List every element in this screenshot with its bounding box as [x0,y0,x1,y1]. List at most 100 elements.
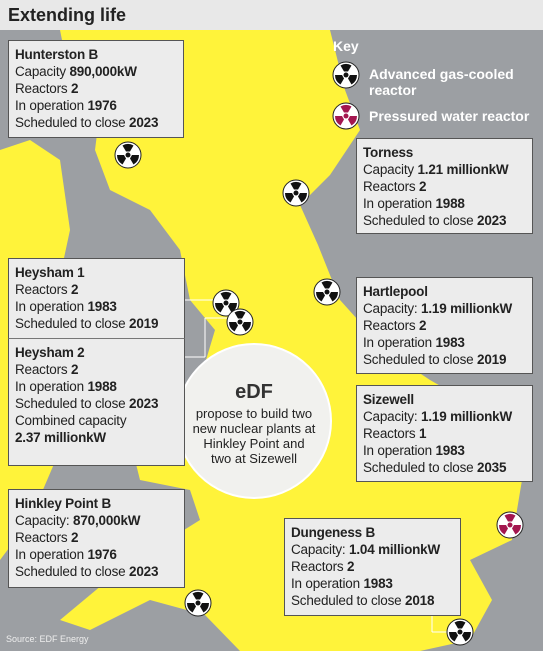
fact: Reactors 2 [15,529,178,546]
fact: Reactors 2 [15,361,178,378]
fact-label: Capacity: [363,409,418,424]
fact: In operation 1983 [363,334,526,351]
icon-blade [499,525,508,535]
icon-blade [200,603,209,613]
icon-blade [512,525,521,535]
icon-core [343,113,349,119]
icon-blade [454,620,466,629]
fact-label: Reactors [363,426,416,441]
icon-core [343,72,349,78]
icon-blade [449,632,458,642]
fact-label: Scheduled to close [15,396,126,411]
icon-blade [228,303,237,313]
fact: Scheduled to close 2023 [15,563,178,580]
title-bar: Extending life [0,0,543,30]
fact-value: 2023 [129,564,159,579]
station-name: Heysham 2 [15,345,85,360]
land [60,30,522,651]
fact: Capacity: 1.19 millionkW [363,408,526,425]
fact-value: 2018 [405,593,435,608]
station-box: Hartlepool Capacity: 1.19 millionkW Reacto… [356,277,533,374]
icon-blade [130,155,139,165]
reactor-icon [282,179,310,207]
station-box: Torness Capacity 1.21 millionkW Reactors 2… [356,138,533,234]
icon-blade [335,116,344,126]
fact-label: Reactors [15,282,68,297]
fact-label: Combined capacity [15,413,127,428]
icon-blade [348,116,357,126]
fact: Scheduled to close 2023 [15,114,177,131]
fact-label: In operation [15,299,84,314]
fact-label: Reactors [15,530,68,545]
reactor-icon [332,61,360,89]
reactor-icon [332,102,360,130]
fact-label: Scheduled to close [15,316,126,331]
fact: In operation 1976 [15,97,177,114]
icon-blade [340,105,352,113]
edf-logo: eDF [235,381,273,403]
fact-label: Scheduled to close [363,460,474,475]
fact-value: 1.19 millionkW [421,301,513,316]
fact-label: In operation [15,547,84,562]
fact-label: Reactors [363,179,416,194]
station-name: Dungeness B [291,525,376,540]
icon-core [324,289,330,295]
icon-blade [192,591,204,600]
icon-blade [122,144,134,152]
source: Source: EDF Energy [6,634,89,644]
fact-label: Reactors [15,81,68,96]
reactor-icon [496,511,524,539]
fact-label: Capacity: [15,513,70,528]
fact-label: Scheduled to close [15,564,126,579]
fact: Capacity 1.21 millionkW [363,161,526,178]
fact: Reactors 2 [15,80,177,97]
fact-value: 1983 [435,443,465,458]
fact-label: Reactors [15,362,68,377]
fact-value: 2019 [477,352,507,367]
fact: Scheduled to close 2035 [363,459,526,476]
icon-blade [242,322,251,332]
edf-text: propose to build two new nuclear plants … [192,406,316,466]
fact-label: Reactors [291,559,344,574]
icon-blade [229,322,238,332]
icon-blade [117,155,126,165]
fact-value: 890,000kW [69,64,137,79]
fact: In operation 1976 [15,546,178,563]
fact-value: 1983 [363,576,393,591]
fact: In operation 1988 [15,378,178,395]
fact-label: In operation [363,196,432,211]
icon-blade [220,292,232,300]
reactor-icon [114,141,142,169]
station-box: Hunterston B Capacity 890,000kW Reactors 2… [8,40,184,138]
station-name: Torness [363,145,414,160]
icon-blade [298,193,307,203]
icon-core [237,319,243,325]
reactor-icon [446,618,474,646]
key-item: Advanced gas-cooled reactor [369,66,514,98]
fact-value: 2023 [129,115,159,130]
fact-value: 2 [418,318,427,333]
fact-value: 1.19 millionkW [421,409,513,424]
icon-core [293,190,299,196]
icon-blade [329,292,338,302]
icon-core [195,600,201,606]
fact-value: 1976 [87,547,117,562]
fact-value: 1.04 millionkW [349,542,441,557]
fact: Reactors 2 [15,281,178,298]
icon-core [125,152,131,158]
fact-value: 2035 [477,460,507,475]
fact: Reactors 2 [363,178,526,195]
icon-blade [504,514,516,522]
fact: Scheduled to close 2019 [15,315,178,332]
key-title: Key [333,38,359,54]
icon-core [223,300,229,306]
fact-value: 2 [418,179,427,194]
fact-value: 1988 [87,379,117,394]
edf-circle: eDF propose to build two new nuclear pla… [176,343,332,499]
reactor-icon [184,589,212,617]
station-box: Sizewell Capacity: 1.19 millionkW Reactors… [356,385,533,482]
title: Extending life [8,5,127,25]
reactor-icon [226,308,254,336]
fact: Combined capacity 2.37 millionkW [15,412,178,446]
fact-label: Scheduled to close [291,593,402,608]
